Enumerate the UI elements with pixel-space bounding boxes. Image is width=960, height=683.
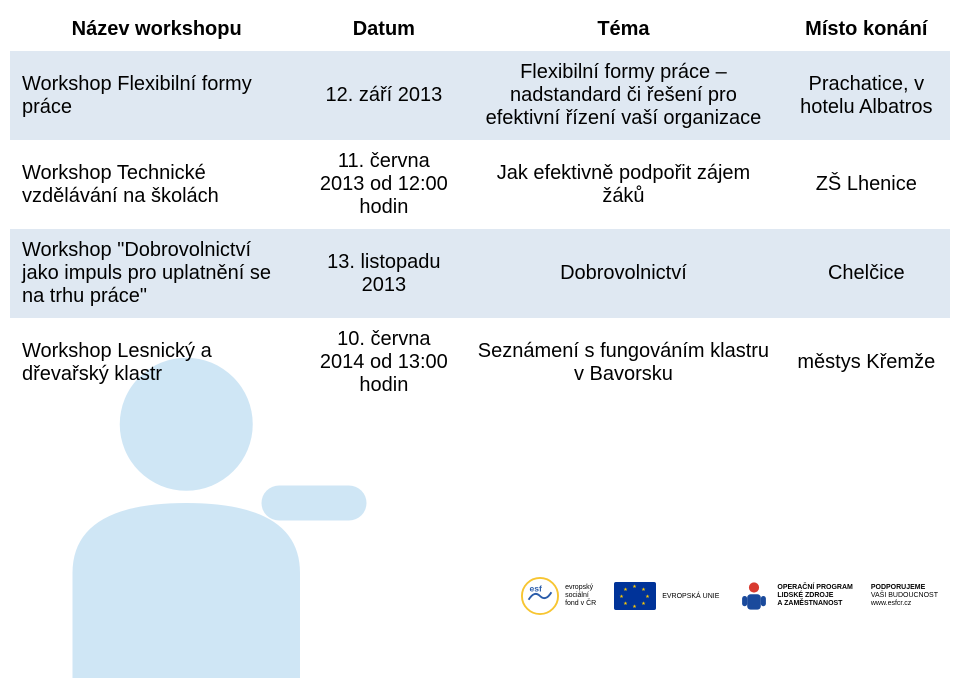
col-topic: Téma — [464, 8, 782, 51]
cell-name: Workshop "Dobrovolnictví jako impuls pro… — [10, 229, 303, 318]
table-row: Workshop "Dobrovolnictví jako impuls pro… — [10, 229, 950, 318]
table-row: Workshop Technické vzdělávání na školách… — [10, 140, 950, 229]
cell-name: Workshop Technické vzdělávání na školách — [10, 140, 303, 229]
table-header-row: Název workshopu Datum Téma Místo konání — [10, 8, 950, 51]
cell-place: Chelčice — [783, 229, 950, 318]
workshops-table: Název workshopu Datum Téma Místo konání … — [10, 8, 950, 407]
cell-place: ZŠ Lhenice — [783, 140, 950, 229]
cell-name: Workshop Lesnický a dřevařský klastr — [10, 318, 303, 407]
footer-logos: esf evropskýsociálnífond v ČR ★ ★ ★ ★ ★ … — [521, 577, 938, 615]
cell-date: 13. listopadu 2013 — [303, 229, 464, 318]
oplzz-logo: OPERAČNÍ PROGRAMLIDSKÉ ZDROJEA ZAMĚSTNAN… — [737, 579, 852, 613]
eu-label: EVROPSKÁ UNIE — [662, 593, 719, 600]
cell-date: 11. června 2013 od 12:00 hodin — [303, 140, 464, 229]
cell-topic: Dobrovolnictví — [464, 229, 782, 318]
eu-logo: ★ ★ ★ ★ ★ ★ ★ ★ EVROPSKÁ UNIE — [614, 582, 719, 610]
oplzz-icon — [737, 579, 771, 613]
esf-label: evropskýsociálnífond v ČR — [565, 584, 596, 607]
cell-topic: Seznámení s fungováním klastru v Bavorsk… — [464, 318, 782, 407]
esf-logo: esf evropskýsociálnífond v ČR — [521, 577, 596, 615]
col-place: Místo konání — [783, 8, 950, 51]
col-date: Datum — [303, 8, 464, 51]
esf-icon: esf — [521, 577, 559, 615]
cell-date: 12. září 2013 — [303, 51, 464, 140]
support-title: PODPORUJEME — [871, 584, 925, 591]
table-row: Workshop Flexibilní formy práce 12. září… — [10, 51, 950, 140]
cell-name: Workshop Flexibilní formy práce — [10, 51, 303, 140]
support-url: www.esfcr.cz — [871, 600, 911, 607]
oplzz-label: OPERAČNÍ PROGRAMLIDSKÉ ZDROJEA ZAMĚSTNAN… — [777, 584, 852, 607]
support-sub: VAŠI BUDOUCNOST — [871, 592, 938, 599]
cell-date: 10. června 2014 od 13:00 hodin — [303, 318, 464, 407]
support-text: PODPORUJEME VAŠI BUDOUCNOST www.esfcr.cz — [871, 584, 938, 608]
cell-place: městys Křemže — [783, 318, 950, 407]
eu-flag-icon: ★ ★ ★ ★ ★ ★ ★ ★ — [614, 582, 656, 610]
col-name: Název workshopu — [10, 8, 303, 51]
svg-text:esf: esf — [530, 583, 543, 593]
cell-topic: Flexibilní formy práce – nadstandard či … — [464, 51, 782, 140]
cell-place: Prachatice, v hotelu Albatros — [783, 51, 950, 140]
table-row: Workshop Lesnický a dřevařský klastr 10.… — [10, 318, 950, 407]
cell-topic: Jak efektivně podpořit zájem žáků — [464, 140, 782, 229]
